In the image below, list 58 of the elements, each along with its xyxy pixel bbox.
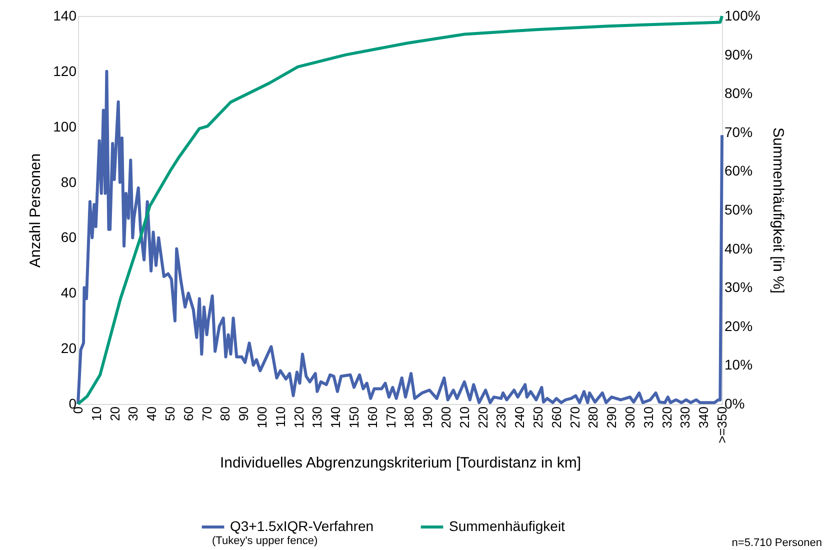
x-tick-label: 210	[456, 406, 472, 428]
y-tick-label: 40	[60, 284, 77, 301]
x-tick-label: 230	[494, 406, 509, 428]
x-tick-label: 300	[622, 406, 638, 428]
y2-tick-label: 100%	[724, 8, 760, 24]
x-tick-label: 310	[640, 406, 656, 428]
y2-axis-title: Summenhäufigkeit [in %]	[769, 128, 786, 294]
x-tick-label: 260	[548, 406, 564, 428]
text: (Tukey's upper fence)	[212, 535, 318, 547]
x-tick-label: 240	[512, 406, 528, 428]
y2-tick-label: 50%	[724, 202, 753, 218]
x-tick-label: 270	[567, 406, 582, 428]
x-tick-label: 280	[586, 406, 601, 428]
x-tick-label: 20	[107, 406, 122, 421]
x-tick-label: 150	[346, 406, 362, 428]
y2-tick-label: 40%	[724, 240, 753, 256]
x-tick-label: 30	[126, 406, 141, 421]
x-tick-label: 80	[218, 406, 233, 421]
text: n=5.710 Personen	[732, 537, 822, 549]
y-tick-label: 60	[60, 229, 77, 246]
x-tick-label: 90	[236, 406, 252, 421]
x-tick-label: 120	[291, 406, 306, 428]
y2-tick-label: 10%	[724, 356, 753, 373]
x-tick-label: 60	[180, 406, 196, 421]
x-tick-label: 200	[438, 406, 454, 428]
x-tick-label: 320	[659, 406, 674, 428]
x-tick-label: 220	[475, 406, 490, 428]
y2-tick-label: 60%	[724, 162, 753, 179]
x-tick-label: 40	[144, 406, 160, 421]
x-axis-title: Individuelles Abgrenzungskriterium [Tourdistanz in km]	[220, 454, 582, 472]
y-tick-label: 80	[60, 174, 77, 190]
x-tick-label: 140	[328, 406, 344, 428]
y2-tick-label: 80%	[724, 85, 753, 102]
x-tick-label: 70	[199, 406, 214, 421]
y2-tick-label: 20%	[724, 318, 753, 334]
x-tick-label: 50	[162, 406, 178, 421]
x-tick-label: 290	[604, 406, 620, 428]
legend-label: Q3+1.5xIQR-Verfahren	[230, 518, 374, 534]
x-tick-label: 100	[254, 406, 270, 428]
y-tick-label: 100	[53, 118, 77, 134]
x-tick-label: 330	[678, 406, 693, 428]
y-tick-label: 140	[53, 8, 77, 24]
x-tick-label: 110	[272, 406, 288, 428]
y-axis-title: Anzahl Personen	[27, 153, 44, 268]
y-tick-label: 120	[53, 62, 77, 79]
x-tick-label: 190	[420, 406, 436, 428]
y2-tick-label: 90%	[724, 46, 753, 62]
y2-tick-label: 70%	[724, 124, 753, 140]
legend-label: Summenhäufigkeit	[449, 518, 566, 534]
x-tick-label: 130	[310, 406, 325, 428]
y2-tick-label: 30%	[724, 279, 753, 296]
x-tick-label: 170	[383, 406, 398, 428]
x-tick-label: 180	[402, 406, 417, 428]
y-tick-label: 20	[60, 340, 77, 356]
x-tick-label: 10	[88, 406, 104, 421]
x-tick-label: 250	[530, 406, 546, 428]
x-tick-label: 160	[364, 406, 380, 428]
x-tick-label: 340	[696, 406, 712, 428]
